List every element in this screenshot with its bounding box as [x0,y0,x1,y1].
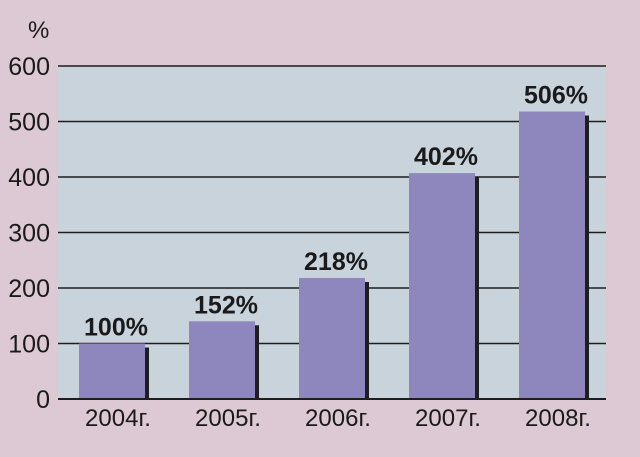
bar-shadow-2 [365,282,369,399]
data-labels: 100% 152% 218% 402% 506% [84,82,588,342]
bar-shadow-3 [475,177,479,399]
data-label-4: 506% [524,82,588,110]
data-label-0: 100% [84,314,148,342]
x-tick-label-2: 2006г. [305,405,371,432]
x-tick-label-1: 2005г. [195,405,261,432]
y-tick-label-600: 600 [8,53,50,81]
bar-1 [189,321,255,399]
x-tick-label-4: 2008г. [525,405,591,432]
data-label-2: 218% [304,248,368,276]
bar-2 [299,278,365,399]
data-label-3: 402% [414,143,478,171]
x-tick-label-3: 2007г. [415,405,481,432]
y-tick-label-400: 400 [8,164,50,192]
y-tick-label-300: 300 [8,220,50,248]
x-tick-label-0: 2004г. [85,405,151,432]
bar-shadow-1 [255,325,259,399]
y-axis-label: % [28,17,49,44]
y-axis-ticks: 0 100 200 300 400 500 600 [8,53,50,414]
y-tick-label-200: 200 [8,275,50,303]
y-tick-label-500: 500 [8,109,50,137]
bar-4 [519,111,585,399]
bar-0 [79,343,145,399]
bar-shadow-4 [585,115,589,399]
bars [79,111,589,399]
y-tick-label-100: 100 [8,331,50,359]
bar-3 [409,173,475,399]
x-axis-ticks: 2004г. 2005г. 2006г. 2007г. 2008г. [85,405,591,432]
data-label-1: 152% [194,291,258,319]
y-tick-label-0: 0 [36,386,50,414]
bar-shadow-0 [145,347,149,399]
